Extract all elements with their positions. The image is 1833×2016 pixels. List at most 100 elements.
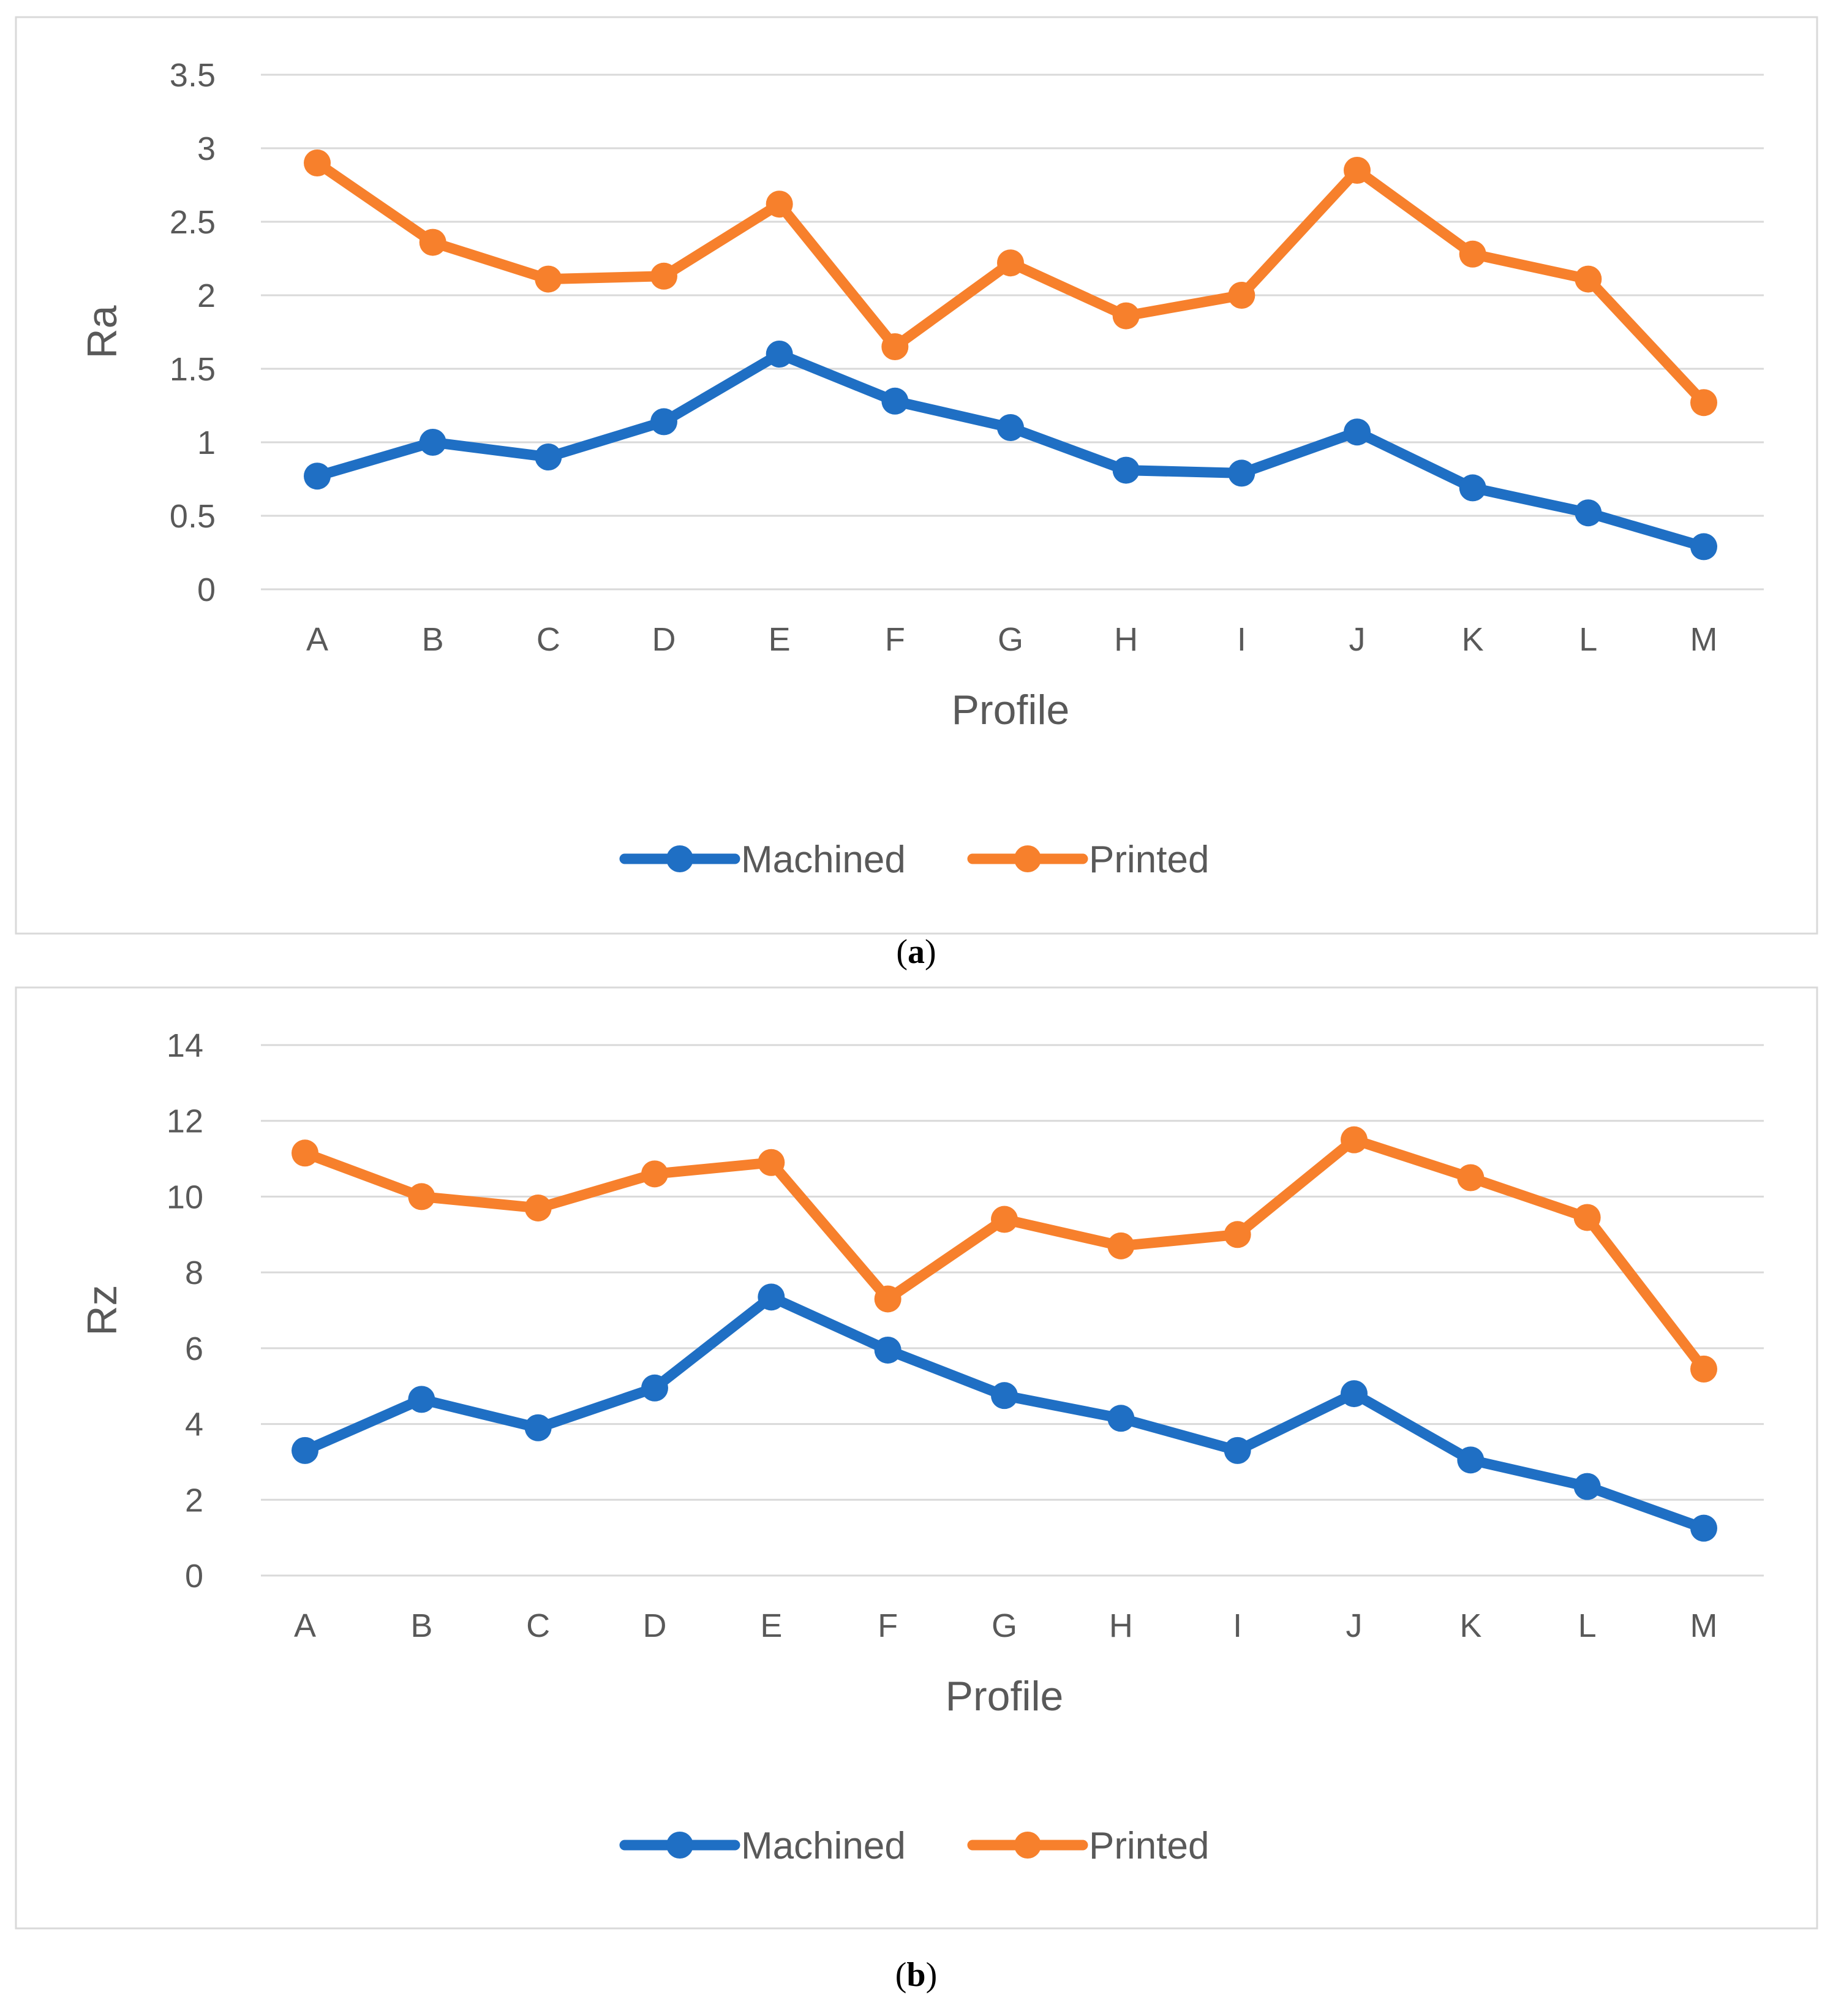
x-tick-label: K (1462, 621, 1484, 658)
y-tick-label: 3 (197, 130, 216, 167)
series-printed (292, 1126, 1717, 1383)
legend: Machined Printed (619, 1825, 1209, 1867)
legend-label-machined: Machined (741, 839, 906, 881)
data-point-printed-g (997, 249, 1024, 277)
y-tick-label: 2 (197, 277, 216, 314)
chart-frame (15, 16, 1818, 935)
x-tick-label: G (992, 1607, 1017, 1644)
data-point-machined-a (292, 1436, 318, 1464)
data-point-machined-k (1459, 474, 1486, 502)
y-tick-label: 6 (185, 1331, 203, 1367)
series-printed (304, 149, 1717, 417)
x-tick-label: B (422, 621, 444, 658)
y-tick-label: 12 (167, 1103, 203, 1140)
data-point-machined-e (766, 341, 793, 368)
data-point-machined-d (641, 1374, 668, 1402)
data-point-machined-k (1457, 1446, 1485, 1474)
legend: Machined Printed (619, 839, 1209, 881)
data-point-machined-h (1112, 456, 1140, 484)
data-point-machined-b (408, 1386, 435, 1413)
data-point-printed-b (408, 1183, 435, 1210)
data-point-printed-j (1344, 157, 1371, 184)
y-tick-label: 10 (167, 1179, 203, 1215)
data-point-printed-a (292, 1139, 318, 1167)
x-tick-label: G (998, 621, 1023, 658)
x-tick-label: K (1459, 1607, 1481, 1644)
x-tick-label: C (526, 1607, 550, 1644)
data-point-machined-f (874, 1336, 901, 1364)
y-tick-label: 14 (167, 1027, 203, 1064)
x-tick-label: B (410, 1607, 432, 1644)
x-tick-label: F (885, 621, 905, 658)
x-axis-title: Profile (952, 687, 1070, 733)
x-tick-label: L (1578, 1607, 1597, 1644)
series-machined (292, 1283, 1717, 1542)
data-point-machined-f (881, 387, 909, 415)
y-tick-label: 1 (197, 425, 216, 461)
data-point-printed-m (1690, 1355, 1717, 1383)
x-tick-label: A (306, 621, 328, 658)
y-tick-label: 8 (185, 1255, 203, 1291)
x-tick-label: E (769, 621, 791, 658)
legend-marker-printed (1014, 1832, 1041, 1859)
data-point-machined-h (1107, 1405, 1135, 1432)
data-point-machined-d (650, 408, 677, 436)
y-tick-label: 2 (185, 1482, 203, 1519)
data-point-machined-j (1341, 1380, 1368, 1408)
legend-label-printed: Printed (1089, 1825, 1209, 1867)
data-point-machined-m (1690, 1514, 1717, 1542)
data-point-machined-i (1224, 1436, 1251, 1464)
data-point-printed-h (1107, 1232, 1135, 1259)
data-point-machined-e (758, 1283, 785, 1311)
data-point-machined-b (419, 429, 446, 456)
y-tick-label: 4 (185, 1406, 203, 1443)
data-point-printed-f (874, 1285, 901, 1313)
data-point-machined-i (1228, 459, 1255, 487)
data-point-machined-c (524, 1414, 552, 1441)
chart-panel-a: 0 0.5 1 1.5 2 2.5 3 3.5 A B C D E F G H I J K L M Profile Ra Ma… (15, 16, 1818, 935)
x-tick-label: D (643, 1607, 667, 1644)
legend-label-machined: Machined (741, 1825, 906, 1867)
y-axis-title: Ra (79, 305, 126, 358)
series-machined (304, 341, 1717, 561)
y-tick-label: 1.5 (170, 351, 216, 388)
y-tick-label: 0.5 (170, 498, 216, 535)
panel-caption-a: (a) (896, 933, 936, 971)
data-point-printed-h (1112, 302, 1140, 330)
y-tick-label: 2.5 (170, 204, 216, 241)
y-axis-title: Rz (79, 1285, 126, 1335)
data-point-printed-i (1224, 1221, 1251, 1248)
x-axis-title: Profile (946, 1673, 1064, 1720)
data-point-machined-j (1344, 418, 1371, 446)
data-point-printed-d (641, 1160, 668, 1188)
legend-marker-printed (1014, 845, 1041, 872)
x-tick-label: M (1690, 1607, 1718, 1644)
x-tick-label: J (1346, 1607, 1363, 1644)
y-tick-label: 0 (197, 572, 216, 608)
data-point-machined-a (304, 462, 331, 490)
x-tick-label: J (1349, 621, 1366, 658)
x-tick-label: A (294, 1607, 316, 1644)
data-point-printed-k (1457, 1164, 1485, 1191)
x-tick-label: H (1109, 1607, 1133, 1644)
legend-marker-machined (666, 845, 693, 872)
data-point-machined-l (1573, 1473, 1601, 1500)
x-tick-label: C (536, 621, 560, 658)
data-point-printed-e (766, 191, 793, 218)
data-point-printed-l (1575, 265, 1602, 293)
data-point-machined-l (1575, 499, 1602, 527)
x-tick-label: L (1579, 621, 1597, 658)
y-tick-label: 0 (185, 1558, 203, 1595)
chart-panel-b: 0 2 4 6 8 10 12 14 A B C D E F G H I J K L M Profile Rz Machine… (15, 986, 1818, 1930)
data-point-printed-i (1228, 282, 1255, 309)
x-tick-label: D (652, 621, 676, 658)
data-point-printed-e (758, 1149, 785, 1176)
panel-caption-b: (b) (895, 1956, 937, 1994)
legend-marker-machined (666, 1832, 693, 1859)
x-tick-label: F (878, 1607, 898, 1644)
x-tick-label: M (1690, 621, 1718, 658)
y-tick-label: 3.5 (170, 57, 216, 94)
data-point-machined-c (535, 444, 562, 470)
data-point-printed-j (1341, 1126, 1368, 1153)
